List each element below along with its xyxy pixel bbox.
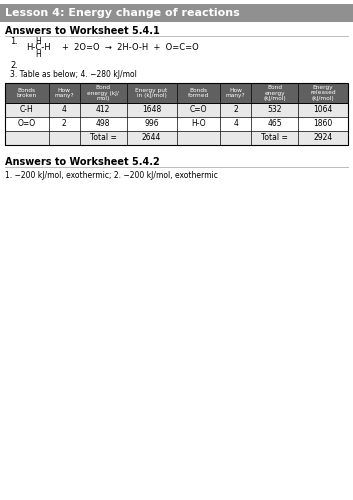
Text: Answers to Worksheet 5.4.2: Answers to Worksheet 5.4.2 xyxy=(5,157,160,167)
Text: 1. −200 kJ/mol, exothermic; 2. −200 kJ/mol, exothermic: 1. −200 kJ/mol, exothermic; 2. −200 kJ/m… xyxy=(5,171,218,180)
Text: How
many?: How many? xyxy=(54,88,74,98)
Text: Energy put
in (kJ/mol): Energy put in (kJ/mol) xyxy=(136,88,168,98)
Text: H: H xyxy=(35,37,41,46)
Text: How
many?: How many? xyxy=(226,88,246,98)
Text: C=O: C=O xyxy=(190,106,207,114)
Text: H-C-H: H-C-H xyxy=(26,43,50,52)
Text: Bond
energy
(kJ/mol): Bond energy (kJ/mol) xyxy=(263,85,286,101)
Bar xyxy=(5,103,348,117)
Text: C-H: C-H xyxy=(20,106,34,114)
Text: 532: 532 xyxy=(268,106,282,114)
Text: 4: 4 xyxy=(62,106,67,114)
Bar xyxy=(5,83,348,103)
Bar xyxy=(0,4,353,22)
Text: +  2O=O  →  2H-O-H  +  O=C=O: + 2O=O → 2H-O-H + O=C=O xyxy=(62,43,199,52)
Text: 1.: 1. xyxy=(10,37,18,46)
Text: Lesson 4: Energy change of reactions: Lesson 4: Energy change of reactions xyxy=(5,8,240,18)
Text: 996: 996 xyxy=(144,120,159,128)
Text: 3. Table as below; 4. −280 kJ/mol: 3. Table as below; 4. −280 kJ/mol xyxy=(10,70,137,79)
Text: H: H xyxy=(35,50,41,59)
Text: 4: 4 xyxy=(233,120,238,128)
Text: O=O: O=O xyxy=(18,120,36,128)
Bar xyxy=(5,117,348,131)
Text: 2: 2 xyxy=(62,120,67,128)
Text: 1648: 1648 xyxy=(142,106,161,114)
Text: 412: 412 xyxy=(96,106,110,114)
Text: 1064: 1064 xyxy=(313,106,333,114)
Text: 2644: 2644 xyxy=(142,134,161,142)
Text: Total =: Total = xyxy=(90,134,116,142)
Text: Total =: Total = xyxy=(261,134,288,142)
Text: H-O: H-O xyxy=(191,120,206,128)
Text: 465: 465 xyxy=(268,120,282,128)
Text: Energy
released
(kJ/mol): Energy released (kJ/mol) xyxy=(310,85,336,101)
Text: 2924: 2924 xyxy=(313,134,333,142)
Bar xyxy=(5,83,348,145)
Text: Answers to Worksheet 5.4.1: Answers to Worksheet 5.4.1 xyxy=(5,26,160,36)
Text: Bond
energy (kJ/
mol): Bond energy (kJ/ mol) xyxy=(87,85,119,101)
Text: Bonds
broken: Bonds broken xyxy=(17,88,37,98)
Text: 2: 2 xyxy=(233,106,238,114)
Text: 2.: 2. xyxy=(10,61,18,70)
Text: Bonds
formed: Bonds formed xyxy=(188,88,209,98)
Bar xyxy=(5,131,348,145)
Text: 498: 498 xyxy=(96,120,110,128)
Text: 1860: 1860 xyxy=(313,120,333,128)
